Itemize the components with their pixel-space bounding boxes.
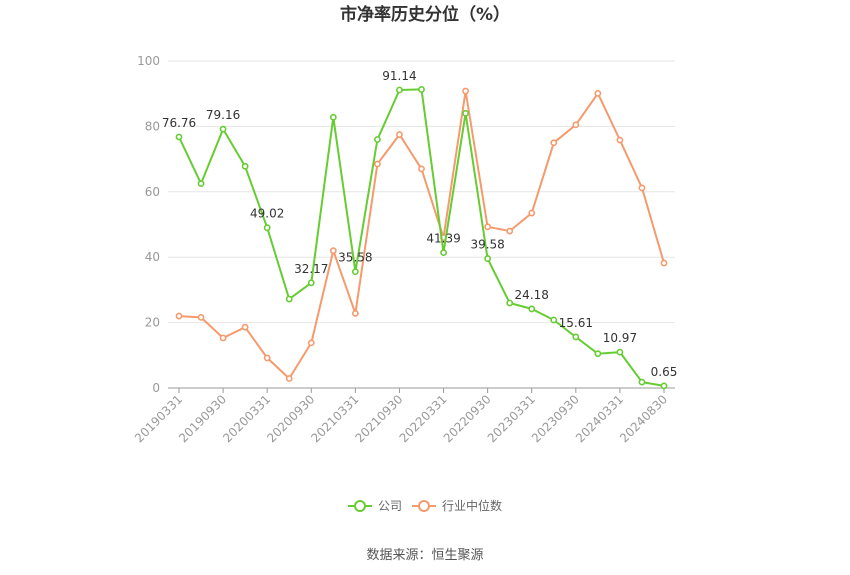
data-point-industry (351, 310, 359, 317)
series-line-company (178, 88, 665, 387)
data-point-company (660, 382, 668, 390)
data-label: 10.97 (603, 331, 637, 345)
data-label: 32.17 (294, 262, 328, 276)
data-point-company (396, 86, 403, 94)
data-point-industry (462, 87, 469, 95)
data-label: 76.76 (162, 116, 196, 130)
y-tick-label: 80 (145, 119, 160, 133)
data-point-company (197, 180, 205, 188)
data-point-industry (396, 131, 403, 138)
data-label: 91.14 (382, 69, 416, 83)
data-point-industry (418, 165, 425, 173)
data-label-layer: 76.76 79.16 49.02 32.17 35.58 91.14 41.39 39.58… (162, 69, 678, 379)
chart-title: 市净率历史分位（%） (340, 4, 510, 25)
legend-label-company: 公司 (378, 499, 402, 513)
data-point-company (307, 279, 315, 287)
data-label: 49.02 (250, 207, 284, 221)
data-point-company (241, 162, 249, 170)
data-point-company (263, 224, 271, 232)
data-point-industry (506, 227, 514, 235)
series-line-industry (178, 90, 665, 380)
y-tick-label: 0 (152, 381, 160, 395)
data-point-industry (241, 323, 249, 331)
data-point-company (506, 299, 514, 307)
data-label: 15.61 (559, 316, 593, 330)
data-point-industry (660, 259, 668, 267)
data-point-industry (572, 121, 580, 129)
data-label: 0.65 (651, 365, 678, 379)
data-point-company (374, 136, 381, 143)
data-point-industry (219, 334, 227, 342)
y-tick-label: 60 (145, 185, 160, 199)
legend: 公司 行业中位数 (348, 498, 502, 513)
data-label: 35.58 (338, 251, 372, 265)
y-tick-label: 40 (145, 250, 160, 264)
data-point-industry (374, 160, 381, 168)
y-tick-label: 100 (137, 54, 160, 68)
data-point-industry (175, 312, 183, 320)
legend-item-industry[interactable]: 行业中位数 (412, 498, 502, 513)
legend-item-company[interactable]: 公司 (348, 499, 402, 513)
y-tick-label: 20 (145, 316, 160, 330)
data-point-company (550, 316, 558, 324)
data-point-company (638, 378, 646, 386)
data-point-industry (285, 375, 293, 382)
series-layer (175, 86, 668, 390)
data-point-industry (329, 247, 337, 255)
data-point-industry (594, 89, 602, 97)
legend-marker-industry (418, 500, 430, 512)
data-point-industry (528, 209, 536, 217)
x-tick-label: 20240830 (617, 392, 670, 445)
data-point-company (219, 125, 227, 133)
data-point-company (616, 348, 624, 356)
data-point-company (594, 350, 602, 358)
data-point-industry (484, 223, 492, 231)
data-label: 79.16 (206, 108, 240, 122)
data-point-company (440, 249, 447, 257)
grid-layer (168, 60, 675, 324)
data-point-company (285, 295, 293, 303)
data-point-company (528, 305, 536, 313)
data-point-company (175, 133, 183, 141)
data-label: 24.18 (515, 288, 549, 302)
data-point-company (572, 333, 580, 341)
data-point-industry (616, 136, 624, 144)
data-point-industry (197, 313, 205, 321)
data-point-company (329, 113, 337, 121)
data-point-industry (307, 339, 315, 347)
data-point-company (418, 86, 425, 93)
data-point-industry (263, 354, 271, 362)
legend-marker-company (354, 500, 366, 512)
data-point-industry (638, 184, 646, 192)
legend-label-industry: 行业中位数 (442, 498, 502, 513)
data-point-industry (550, 139, 558, 147)
data-point-company (484, 255, 492, 262)
data-point-company (462, 109, 469, 117)
data-label: 39.58 (470, 238, 504, 252)
data-label: 41.39 (426, 232, 460, 246)
data-point-company (351, 268, 359, 276)
source-note: 数据来源：恒生聚源 (366, 548, 483, 563)
